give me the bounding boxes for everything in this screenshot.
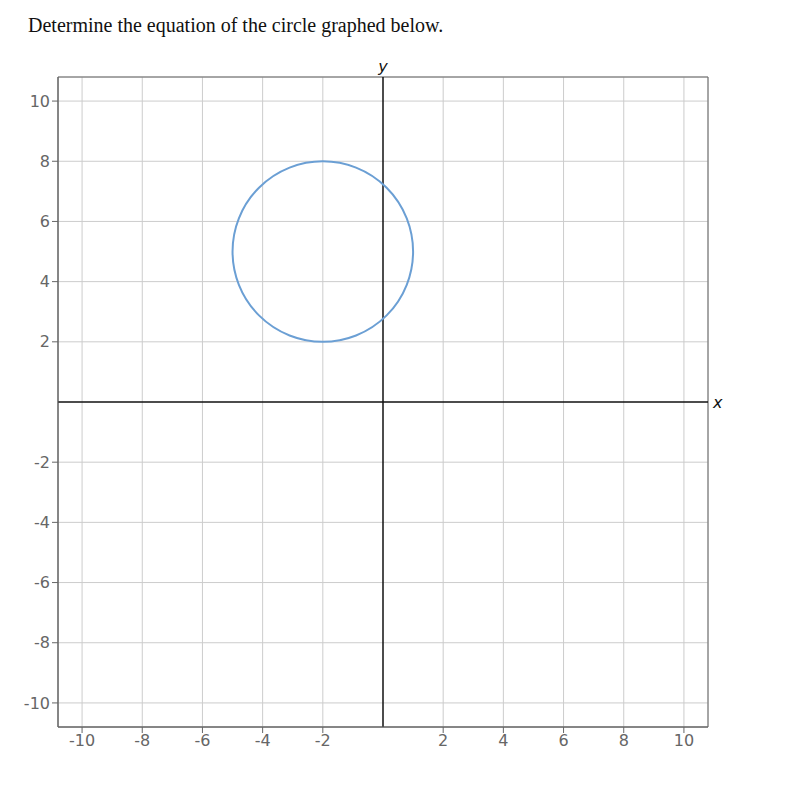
svg-text:8: 8	[40, 152, 50, 171]
html-text:Determine the equation of the: Determine the equation of the circle gra…	[28, 14, 444, 36]
svg-text:-4: -4	[34, 513, 50, 532]
svg-text:10: 10	[674, 731, 694, 750]
svg-text:-6: -6	[34, 573, 50, 592]
svg-text:-10: -10	[24, 694, 50, 713]
svg-text:6: 6	[558, 731, 568, 750]
svg-text:-8: -8	[134, 731, 150, 750]
svg-text:x: x	[712, 393, 723, 412]
svg-text:-6: -6	[194, 731, 210, 750]
svg-text:4: 4	[498, 731, 508, 750]
svg-text:-2: -2	[34, 453, 50, 472]
svg-text:-8: -8	[34, 633, 50, 652]
svg-text:10: 10	[30, 92, 50, 111]
svg-text:6: 6	[40, 212, 50, 231]
svg-text:4: 4	[40, 272, 50, 291]
svg-text:y: y	[377, 57, 388, 76]
svg-text:-4: -4	[255, 731, 271, 750]
svg-text:8: 8	[619, 731, 629, 750]
svg-text:2: 2	[438, 731, 448, 750]
svg-text:-10: -10	[69, 731, 95, 750]
svg-text:2: 2	[40, 332, 50, 351]
svg-text:-2: -2	[315, 731, 331, 750]
